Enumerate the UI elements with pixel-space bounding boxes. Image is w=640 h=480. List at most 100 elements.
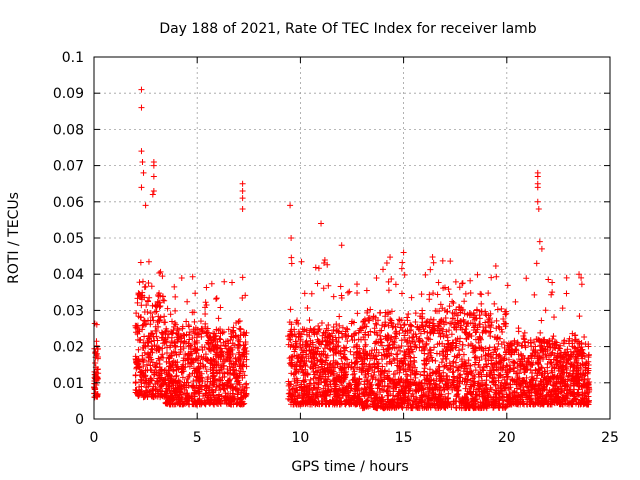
data-point	[94, 355, 101, 362]
data-point	[152, 309, 159, 316]
data-point	[325, 321, 332, 328]
data-point	[327, 346, 334, 353]
data-point	[291, 396, 298, 403]
data-point	[151, 342, 158, 349]
data-point	[343, 344, 350, 351]
data-point	[288, 331, 295, 338]
data-point	[306, 386, 313, 393]
data-point	[161, 376, 168, 383]
data-point	[203, 397, 210, 404]
data-point	[445, 340, 452, 347]
data-point	[213, 295, 220, 302]
data-point	[515, 325, 522, 332]
data-point	[145, 279, 152, 286]
data-point	[150, 333, 157, 340]
data-point	[132, 372, 139, 379]
y-tick-label: 0.09	[53, 86, 84, 102]
data-point	[373, 275, 380, 282]
data-point	[429, 394, 436, 401]
data-point	[206, 389, 213, 396]
data-point	[182, 357, 189, 364]
data-point	[91, 320, 98, 327]
data-point	[393, 379, 400, 386]
data-point	[163, 339, 170, 346]
data-point	[236, 381, 243, 388]
data-point	[359, 398, 366, 405]
data-point	[194, 331, 201, 338]
data-point	[365, 317, 372, 324]
data-point	[209, 373, 216, 380]
data-point	[316, 338, 323, 345]
data-point	[211, 393, 218, 400]
data-point	[132, 386, 139, 393]
data-point	[208, 337, 215, 344]
data-point	[325, 387, 332, 394]
data-point	[356, 393, 363, 400]
data-point	[320, 285, 327, 292]
data-point	[167, 375, 174, 382]
data-point	[358, 327, 365, 334]
data-point	[401, 332, 408, 339]
data-point	[407, 358, 414, 365]
data-point	[197, 318, 204, 325]
data-point	[320, 348, 327, 355]
data-point	[424, 334, 431, 341]
data-point	[345, 289, 352, 296]
data-point	[186, 329, 193, 336]
data-point	[423, 356, 430, 363]
data-point	[397, 379, 404, 386]
data-point	[192, 290, 199, 297]
data-point	[551, 314, 558, 321]
data-point	[335, 397, 342, 404]
data-point	[147, 310, 154, 317]
data-point	[386, 376, 393, 383]
data-point	[441, 386, 448, 393]
data-point	[372, 340, 379, 347]
data-point	[138, 314, 145, 321]
data-point	[476, 315, 483, 322]
data-point	[215, 382, 222, 389]
data-point	[406, 364, 413, 371]
data-point	[288, 254, 295, 261]
data-point	[359, 360, 366, 367]
data-point	[438, 391, 445, 398]
data-point	[483, 312, 490, 319]
data-point	[374, 317, 381, 324]
data-point	[192, 387, 199, 394]
data-point	[168, 318, 175, 325]
data-point	[380, 387, 387, 394]
data-point	[430, 325, 437, 332]
data-point	[440, 333, 447, 340]
data-point	[149, 359, 156, 366]
data-point	[162, 319, 169, 326]
x-tick-label: 0	[90, 430, 99, 446]
data-point	[346, 288, 353, 295]
data-point	[307, 352, 314, 359]
data-point	[213, 399, 220, 406]
data-point	[320, 329, 327, 336]
data-point	[308, 327, 315, 334]
data-point	[326, 345, 333, 352]
data-point	[426, 322, 433, 329]
data-point	[402, 336, 409, 343]
data-point	[140, 321, 147, 328]
data-point	[549, 289, 556, 296]
data-point	[132, 379, 139, 386]
data-point	[210, 381, 217, 388]
data-point	[426, 347, 433, 354]
data-point	[367, 306, 374, 313]
data-point	[491, 300, 498, 307]
data-point	[310, 365, 317, 372]
data-point	[330, 371, 337, 378]
data-point	[191, 330, 198, 337]
data-point	[288, 260, 295, 267]
data-point	[213, 361, 220, 368]
data-point	[166, 379, 173, 386]
data-point	[216, 397, 223, 404]
data-point	[354, 387, 361, 394]
data-point	[297, 333, 304, 340]
data-point	[219, 369, 226, 376]
data-point	[354, 290, 361, 297]
data-point	[415, 399, 422, 406]
data-point	[153, 377, 160, 384]
